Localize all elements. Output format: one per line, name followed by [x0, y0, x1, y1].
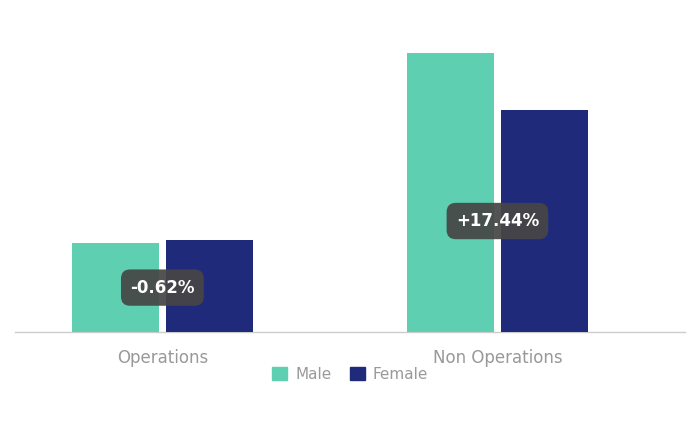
Bar — [500, 110, 588, 332]
Bar — [407, 53, 494, 332]
Bar — [166, 240, 253, 332]
Text: -0.62%: -0.62% — [130, 279, 195, 297]
Text: +17.44%: +17.44% — [456, 212, 539, 230]
Legend: Male, Female: Male, Female — [266, 361, 434, 388]
Bar — [72, 243, 159, 332]
